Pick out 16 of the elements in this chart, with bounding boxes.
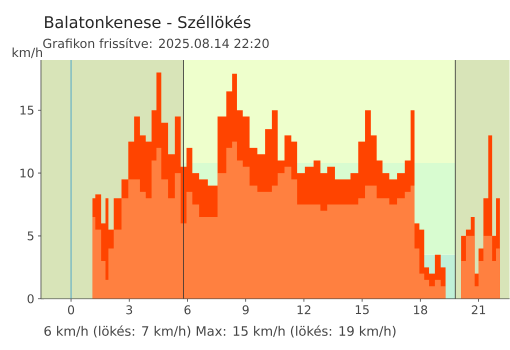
y-tick-label: 0 [28, 294, 34, 304]
y-tick-label: 10 [20, 168, 34, 178]
x-tick-label: 15 [356, 305, 369, 314]
x-tick-label: 18 [414, 305, 428, 314]
chart-subtitle: Grafikon frissítve: 2025.08.14 22:20 [43, 38, 269, 48]
y-tick-label: 5 [28, 232, 34, 241]
y-axis-title: km/h [12, 48, 42, 58]
x-tick-label: 3 [126, 305, 132, 314]
chart-title: Balatonkenese - Széllökés [45, 15, 250, 28]
x-tick-label: 9 [242, 305, 249, 314]
x-tick-label: 6 [184, 305, 191, 314]
x-tick-label: 21 [472, 305, 486, 314]
x-tick-label: 0 [68, 305, 74, 314]
x-tick-label: 12 [298, 305, 310, 314]
y-tick-label: 15 [20, 106, 34, 115]
text: 6 km/h (lökés: 7 km/h) Max: 15 km/h (lökés: 19 km/h) [44, 325, 396, 338]
